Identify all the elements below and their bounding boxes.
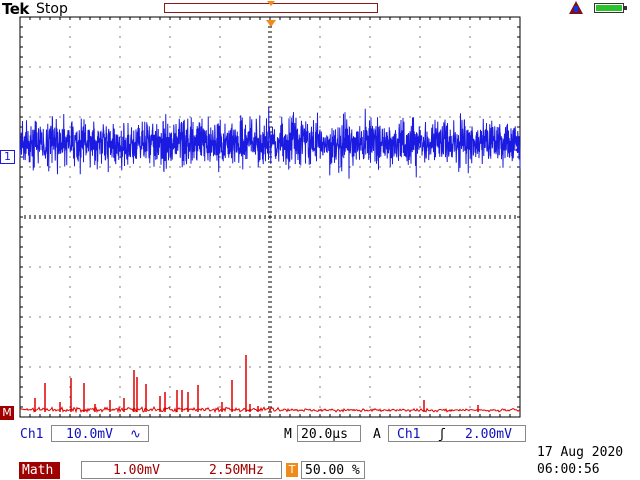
acquisition-status: Stop [36, 1, 68, 17]
trigger-level-marker-icon [515, 146, 520, 154]
ch1-scale-box[interactable] [51, 425, 149, 442]
math-badge[interactable] [19, 462, 60, 479]
math-frequency-readout: 2.50MHz [209, 463, 264, 478]
math-baseline [19, 405, 521, 414]
trigger-box[interactable] [388, 425, 526, 442]
trigger-source: Ch1 [397, 427, 421, 442]
trigger-level-readout: 2.00mV [465, 427, 512, 442]
trigger-position-box[interactable] [301, 461, 365, 479]
timebase-readout: 20.0µs [301, 427, 348, 442]
ac-coupling-icon: ∿ [130, 427, 141, 442]
trigger-mode-label: A [373, 427, 381, 442]
brand-logo: Tek [2, 0, 29, 18]
battery-terminal [624, 6, 627, 10]
timebase-label: M [284, 427, 292, 442]
battery-full-icon [594, 3, 624, 13]
timebase-box[interactable] [297, 425, 361, 442]
trigger-time-marker-icon [266, 20, 276, 27]
date-readout: 17 Aug 2020 [537, 445, 624, 460]
trigger-position-readout: 50.00 % [305, 463, 360, 478]
math-readout-box[interactable] [81, 461, 282, 479]
ch1-ground-marker[interactable]: 1 [0, 150, 15, 164]
warning-triangle-icon [569, 1, 583, 14]
math-ground-marker[interactable]: M [0, 406, 14, 420]
ch1-waveform [19, 107, 521, 179]
ch1-scale-readout: 10.0mV [66, 427, 113, 442]
trigger-position-icon: T [286, 463, 298, 477]
math-fft-waveform [19, 355, 521, 414]
rising-edge-icon: ʃ [438, 427, 446, 442]
math-label: Math [22, 463, 54, 478]
ch1-label[interactable]: Ch1 [20, 427, 44, 442]
trigger-position-marker-icon [267, 1, 275, 6]
time-readout: 06:00:56 [537, 462, 600, 477]
math-scale-readout: 1.00mV [113, 463, 160, 478]
graticule [19, 16, 521, 418]
